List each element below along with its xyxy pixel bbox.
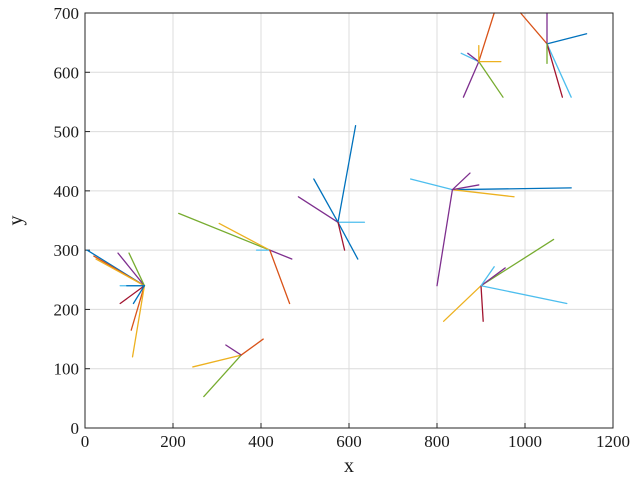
y-tick-label: 0 (71, 419, 80, 438)
data-segment (117, 252, 146, 287)
data-segment (313, 178, 339, 223)
data-segment (119, 285, 146, 305)
data-segment (337, 221, 346, 251)
y-tick-label: 700 (54, 4, 80, 23)
x-tick-label: 0 (81, 432, 90, 451)
y-tick-label: 600 (54, 63, 80, 82)
data-segment (128, 252, 146, 287)
data-segment (519, 12, 548, 45)
data-segment (460, 52, 480, 63)
data-segment (451, 184, 480, 191)
y-tick-label: 300 (54, 241, 80, 260)
data-segment (130, 285, 146, 331)
data-segment (546, 43, 572, 98)
y-tick-label: 100 (54, 360, 80, 379)
x-tick-label: 600 (336, 432, 362, 451)
data-segment (436, 189, 454, 287)
grid (84, 12, 614, 429)
data-segment (192, 354, 242, 368)
plot-frame (84, 12, 614, 429)
data-segment (480, 285, 484, 322)
data-segment (451, 187, 572, 191)
data-segment (478, 60, 504, 98)
data-segment (95, 258, 146, 287)
data-segment (451, 172, 471, 191)
data-segment (225, 344, 242, 356)
y-axis-label: y (5, 216, 27, 226)
data-segment (451, 189, 515, 198)
x-tick-label: 400 (248, 432, 274, 451)
x-tick-label: 800 (424, 432, 450, 451)
data-segment (297, 196, 339, 223)
y-tick-label: 400 (54, 182, 80, 201)
data-segment (409, 178, 454, 191)
x-tick-label: 1000 (508, 432, 542, 451)
data-segment (546, 33, 588, 45)
x-tick-label: 200 (160, 432, 186, 451)
y-tick-label: 500 (54, 123, 80, 142)
data-segment (546, 43, 564, 98)
data-segment (240, 338, 264, 356)
data-segment (480, 266, 495, 287)
data-segment (480, 267, 506, 287)
data-segment (480, 238, 555, 287)
y-tick-labels: 0 100 200 300 400 500 600 700 (54, 4, 80, 438)
data-segment (269, 249, 291, 305)
data-segment (480, 285, 568, 305)
x-axis-label: x (344, 455, 354, 477)
data-segment (337, 221, 359, 260)
data-segment (132, 285, 146, 305)
x-tick-label: 1200 (596, 432, 630, 451)
data-segment (442, 285, 482, 322)
data-segments (86, 12, 588, 398)
data-segment (131, 285, 146, 358)
data-segment (467, 52, 480, 63)
data-segment (218, 222, 271, 251)
y-tick-label: 200 (54, 300, 80, 319)
data-segment (178, 212, 271, 251)
x-tick-labels: 0 200 400 600 800 1000 1200 (81, 432, 630, 451)
data-segment (478, 12, 495, 63)
data-segment (337, 124, 357, 223)
data-segment (203, 354, 242, 398)
data-segment (462, 60, 480, 98)
data-segment (269, 249, 293, 260)
